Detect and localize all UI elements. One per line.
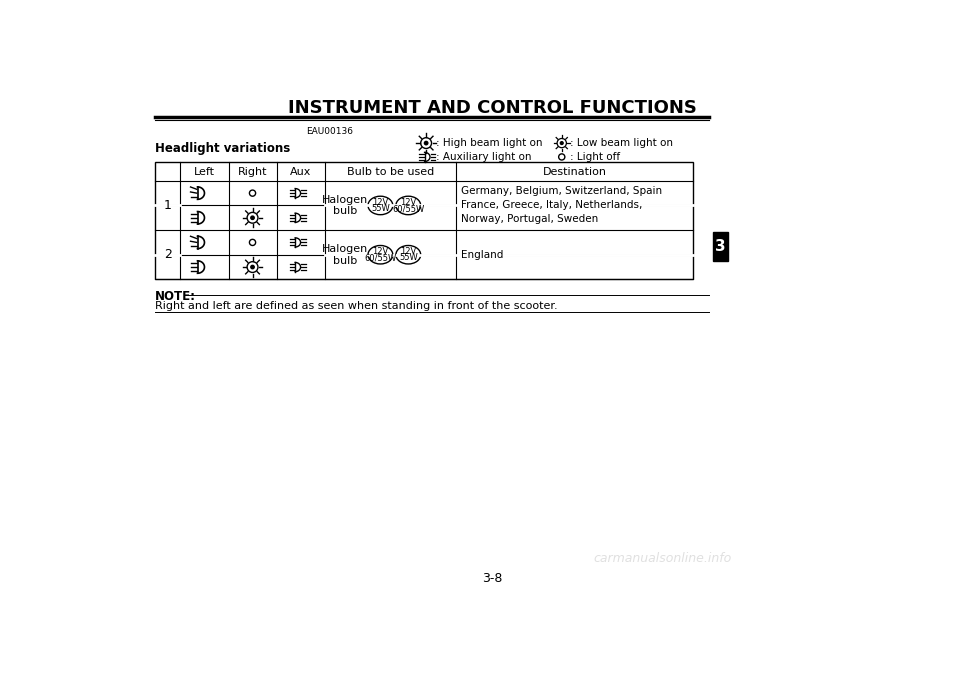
Text: Right: Right [238,166,267,177]
Circle shape [561,142,564,145]
Text: : Auxiliary light on: : Auxiliary light on [436,152,532,162]
Text: : High beam light on: : High beam light on [436,138,542,148]
Text: EAU00136: EAU00136 [305,127,352,136]
Text: 60/55W: 60/55W [393,204,424,213]
Circle shape [251,216,254,219]
Text: carmanualsonline.info: carmanualsonline.info [593,553,732,566]
Text: England: England [461,250,503,260]
Text: Halogen
bulb: Halogen bulb [322,244,368,265]
Text: NOTE:: NOTE: [155,290,196,303]
Text: 2: 2 [164,249,172,261]
Bar [713,232,729,261]
Text: INSTRUMENT AND CONTROL FUNCTIONS: INSTRUMENT AND CONTROL FUNCTIONS [288,99,696,117]
Bar [155,162,693,279]
Text: Left: Left [194,166,215,177]
Text: : Light off: : Light off [570,152,620,162]
Text: Headlight variations: Headlight variations [155,142,290,155]
Circle shape [424,141,428,145]
Text: : Low beam light on: : Low beam light on [570,138,673,148]
Text: 12V: 12V [400,198,417,207]
Text: Bulb to be used: Bulb to be used [347,166,434,177]
Text: Right and left are defined as seen when standing in front of the scooter.: Right and left are defined as seen when … [155,301,558,311]
Text: 55W: 55W [399,253,418,262]
Text: Halogen
bulb: Halogen bulb [322,195,368,216]
Text: 12V: 12V [372,198,389,207]
Circle shape [251,265,254,269]
Text: Destination: Destination [542,166,607,177]
Text: 3: 3 [715,239,726,254]
Text: 12V: 12V [400,247,417,256]
Text: 3-8: 3-8 [482,572,502,585]
Text: Aux: Aux [290,166,311,177]
Text: 60/55W: 60/55W [364,253,396,262]
Text: Germany, Belgium, Switzerland, Spain
France, Greece, Italy, Netherlands,
Norway,: Germany, Belgium, Switzerland, Spain Fra… [461,187,662,225]
Text: 12V: 12V [372,247,389,256]
Text: 55W: 55W [371,204,390,213]
Text: 1: 1 [164,199,172,212]
